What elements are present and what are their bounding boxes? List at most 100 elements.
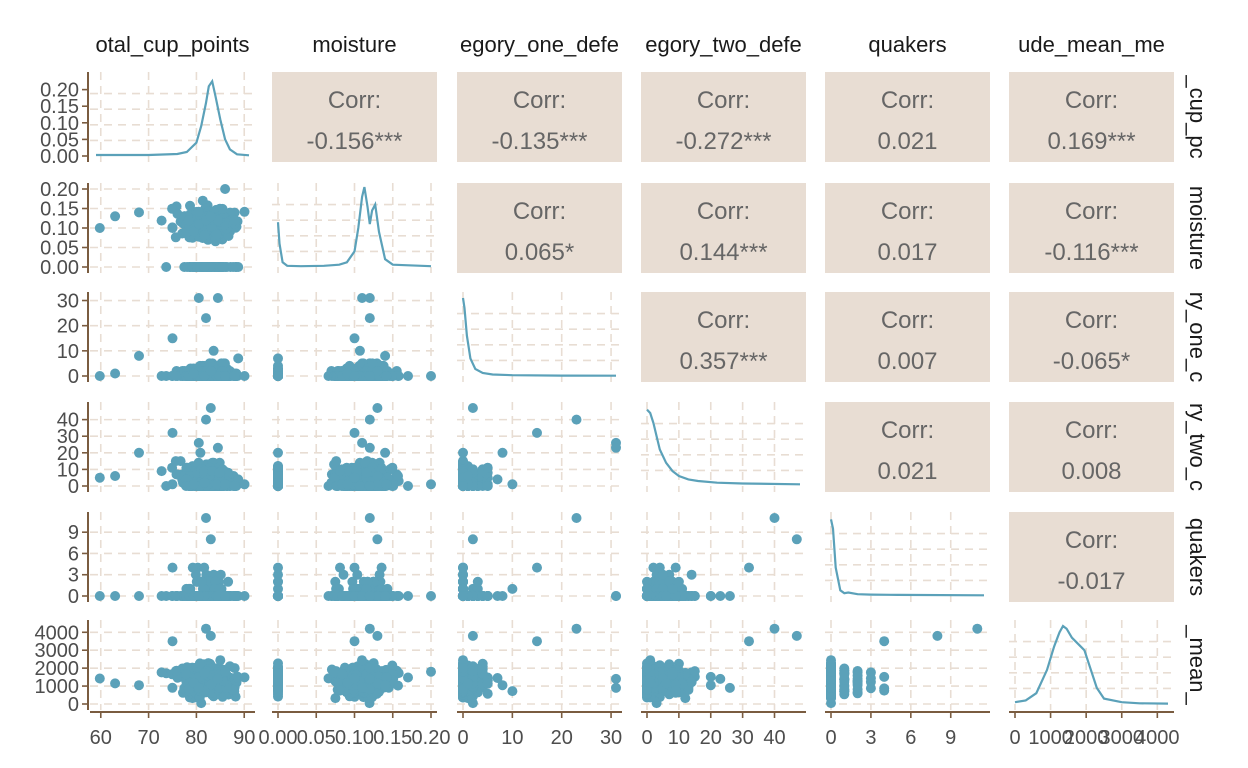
- scatter-point: [167, 427, 178, 438]
- scatter-point: [380, 447, 391, 458]
- panel-grid: [90, 72, 255, 162]
- scatter-point: [426, 591, 436, 601]
- scatter-point: [482, 462, 493, 473]
- scatter-point: [110, 471, 121, 481]
- scatter-point: [380, 591, 391, 601]
- scatter-point: [364, 313, 375, 324]
- scatter-point: [94, 673, 105, 684]
- scatter-point: [110, 211, 121, 222]
- scatter-point: [181, 462, 192, 473]
- scatter-point: [195, 447, 206, 458]
- scatter-point: [239, 371, 250, 381]
- panel-grid: [457, 292, 622, 382]
- scatter-point: [233, 353, 244, 364]
- scatter-point: [167, 333, 178, 344]
- corr-value: 0.021: [877, 458, 937, 485]
- scatter-point: [273, 591, 283, 601]
- scatter-point: [193, 437, 204, 448]
- scatter-point: [354, 481, 365, 491]
- scatter-point: [183, 215, 194, 226]
- scatter-point: [239, 591, 250, 601]
- corr-value: 0.007: [877, 348, 937, 375]
- scatter-point: [361, 467, 372, 478]
- scatter-point: [212, 293, 223, 303]
- scatter-point: [217, 262, 228, 272]
- panel-r0-c1: Corr:-0.156***: [272, 72, 437, 162]
- scatter-point: [403, 481, 413, 491]
- scatter-point: [212, 442, 223, 453]
- scatter-point: [156, 371, 167, 381]
- corr-label: Corr:: [328, 87, 381, 114]
- corr-value: -0.135***: [491, 128, 587, 155]
- scatter-point: [205, 403, 216, 413]
- corr-panel-bg: [825, 183, 990, 273]
- scatter-point: [205, 630, 216, 641]
- corr-label: Corr:: [697, 87, 750, 114]
- scatter-point: [372, 403, 383, 413]
- scatter-point: [705, 591, 716, 601]
- scatter-point: [199, 230, 210, 241]
- corr-value: 0.357***: [679, 348, 767, 375]
- scatter-point: [187, 562, 198, 573]
- scatter-point: [273, 371, 283, 381]
- scatter-point: [94, 223, 105, 233]
- panel-r1-c4: Corr:0.017: [825, 183, 990, 273]
- corr-value: -0.272***: [675, 128, 771, 155]
- scatter-point: [367, 358, 378, 369]
- panel-r2-c5: Corr:-0.065*: [1009, 292, 1174, 382]
- scatter-point: [214, 467, 225, 478]
- scatter-point: [686, 569, 697, 580]
- scatter-point: [134, 350, 144, 361]
- scatter-point: [201, 414, 211, 425]
- scatter-points: [94, 293, 250, 381]
- scatter-point: [181, 669, 192, 680]
- corr-value: -0.116***: [1044, 239, 1138, 266]
- panel-r2-c4: Corr:0.007: [825, 292, 990, 382]
- scatter-point: [134, 207, 144, 218]
- corr-value: 0.144***: [679, 239, 767, 266]
- scatter-point: [349, 333, 360, 344]
- scatter-point: [472, 576, 483, 587]
- scatter-point: [686, 591, 697, 601]
- scatter-point: [110, 678, 121, 689]
- scatter-points: [458, 513, 621, 601]
- panel-r4-c3: [641, 512, 806, 602]
- scatter-point: [212, 673, 223, 684]
- panel-grid: [90, 512, 255, 602]
- scatter-point: [94, 371, 105, 381]
- corr-label: Corr:: [513, 198, 566, 225]
- panel-r0-c3: Corr: -0.272***: [641, 72, 806, 162]
- density-line-total_cup_points: [96, 78, 250, 157]
- scatter-point: [193, 293, 204, 303]
- scatter-point: [239, 479, 250, 490]
- scatter-point: [381, 371, 392, 381]
- scatter-point: [273, 576, 283, 587]
- scatter-point: [403, 591, 413, 601]
- panel-r0-c0: [90, 72, 255, 162]
- scatter-point: [156, 667, 167, 678]
- scatter-points: [458, 403, 621, 491]
- panel-r4-c5: Corr:-0.017: [1009, 512, 1174, 602]
- corr-label: Corr:: [881, 198, 934, 225]
- corr-panel-bg: [825, 292, 990, 382]
- corr-label: Corr:: [881, 87, 934, 114]
- scatter-point: [156, 591, 167, 601]
- scatter-point: [724, 591, 735, 601]
- scatter-point: [205, 534, 216, 545]
- scatter-point: [364, 591, 375, 601]
- scatter-point: [403, 371, 413, 381]
- panel-r3-c5: Corr:0.008: [1009, 402, 1174, 492]
- scatter-point: [204, 358, 215, 369]
- corr-label: Corr:: [697, 307, 750, 334]
- scatter-point: [571, 414, 582, 425]
- panel-r3-c4: Corr:0.021: [825, 402, 990, 492]
- panel-grid: [272, 183, 437, 273]
- scatter-point: [364, 513, 375, 523]
- scatter-point: [228, 262, 239, 272]
- scatter-point: [167, 223, 178, 233]
- scatter-point: [170, 456, 181, 467]
- scatter-point: [194, 658, 205, 669]
- scatter-point: [497, 447, 508, 458]
- panels-layer: Corr:-0.156***Corr:-0.135***Corr:-0.272*…: [90, 72, 1174, 710]
